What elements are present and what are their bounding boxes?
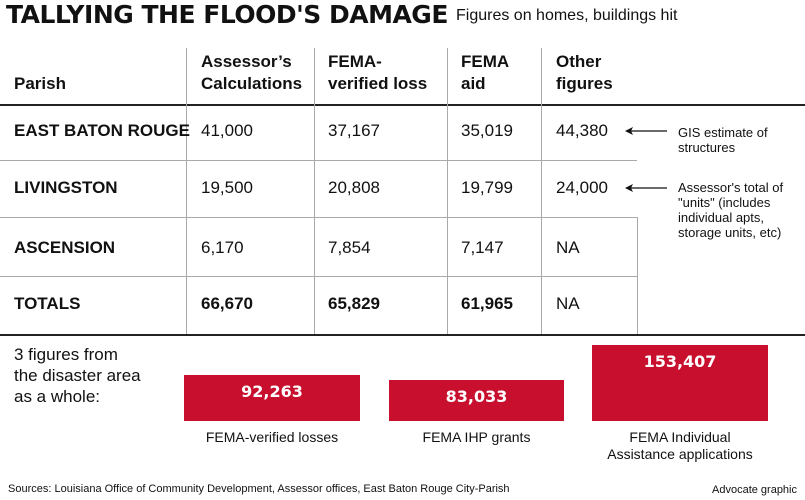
- annotation-line: GIS estimate of: [678, 125, 768, 140]
- row-divider: [0, 160, 637, 161]
- table-cell: 24,000: [556, 178, 608, 197]
- column-header-line: Assessor’s: [201, 52, 292, 71]
- annotation-line: individual apts,: [678, 210, 764, 225]
- column-header-line: figures: [556, 74, 613, 93]
- bar: [389, 380, 564, 421]
- row-divider: [0, 217, 637, 218]
- intro-line: the disaster area: [14, 366, 141, 385]
- table-cell: 7,147: [461, 238, 504, 257]
- page-subtitle: Figures on homes, buildings hit: [456, 7, 678, 24]
- table-cell: 20,808: [328, 178, 380, 197]
- column-header-line: FEMA-: [328, 52, 382, 71]
- table-cell: 44,380: [556, 121, 608, 140]
- column-header: Parish: [14, 73, 66, 95]
- bar-category-line: Assistance applications: [607, 446, 753, 462]
- table-cell: 6,170: [201, 238, 244, 257]
- table-cell: NA: [556, 294, 580, 313]
- table-cell: 61,965: [461, 294, 513, 313]
- source-note: Sources: Louisiana Office of Community D…: [8, 483, 510, 495]
- column-header: Assessor’s Calculations: [201, 51, 302, 95]
- column-header: Other figures: [556, 51, 613, 95]
- bar-value-label: 83,033: [445, 387, 508, 406]
- column-header: FEMA aid: [461, 51, 509, 95]
- annotation-line: "units" (includes: [678, 195, 771, 210]
- intro-line: 3 figures from: [14, 345, 118, 364]
- bar-value-label: 92,263: [241, 382, 303, 401]
- bar-category-line: FEMA IHP grants: [422, 429, 531, 445]
- column-divider: [637, 217, 638, 334]
- column-header: FEMA-verified loss: [328, 51, 427, 95]
- table-cell: 66,670: [201, 294, 253, 313]
- row-label: EAST BATON ROUGE: [14, 121, 190, 140]
- page-title: TALLYING THE FLOOD'S DAMAGE: [6, 0, 448, 29]
- bar: [592, 345, 768, 421]
- column-header-line: aid: [461, 74, 486, 93]
- annotation-line: Assessor's total of: [678, 180, 784, 195]
- table-cell: 37,167: [328, 121, 380, 140]
- column-divider: [447, 48, 448, 334]
- table-cell: 19,500: [201, 178, 253, 197]
- header-rule: [0, 104, 805, 106]
- table-bottom-rule: [0, 334, 805, 336]
- table-cell: 65,829: [328, 294, 380, 313]
- row-label: LIVINGSTON: [14, 178, 118, 197]
- table-cell: 7,854: [328, 238, 371, 257]
- bar-chart-intro: 3 figures from the disaster area as a wh…: [14, 344, 141, 407]
- row-divider: [0, 276, 637, 277]
- bar-category-label: FEMA-verified losses: [164, 429, 380, 446]
- graphic-credit: Advocate graphic: [712, 484, 797, 496]
- column-divider: [314, 48, 315, 334]
- bar-category-label: FEMA Individual Assistance applications: [572, 429, 788, 463]
- left-arrow-icon: [625, 184, 667, 192]
- annotation-line: structures: [678, 140, 736, 155]
- bar-category-line: FEMA Individual: [629, 429, 731, 445]
- bar-category-line: FEMA-verified losses: [205, 429, 339, 445]
- bar-category-label: FEMA IHP grants: [369, 429, 584, 446]
- table-cell: 35,019: [461, 121, 513, 140]
- column-header-line: verified loss: [328, 74, 428, 93]
- row-label: TOTALS: [14, 294, 81, 313]
- annotation-note: GIS estimate of structures: [678, 125, 768, 155]
- annotation-note: Assessor's total of "units" (includes indi…: [678, 180, 783, 240]
- intro-line: as a whole:: [14, 387, 100, 406]
- left-arrow-icon: [625, 127, 667, 135]
- table-cell: 19,799: [461, 178, 513, 197]
- table-cell: NA: [556, 238, 580, 257]
- column-header-line: FEMA: [461, 52, 510, 71]
- column-header-line: Calculations: [201, 74, 303, 93]
- column-header-line: Other: [556, 52, 602, 71]
- row-label: ASCENSION: [14, 238, 116, 257]
- column-divider: [541, 48, 542, 334]
- bar: [184, 375, 360, 421]
- table-cell: 41,000: [201, 121, 253, 140]
- column-divider: [186, 48, 187, 334]
- bar-value-label: 153,407: [643, 352, 717, 371]
- annotation-line: storage units, etc): [678, 225, 782, 240]
- column-header-line: Parish: [14, 74, 66, 93]
